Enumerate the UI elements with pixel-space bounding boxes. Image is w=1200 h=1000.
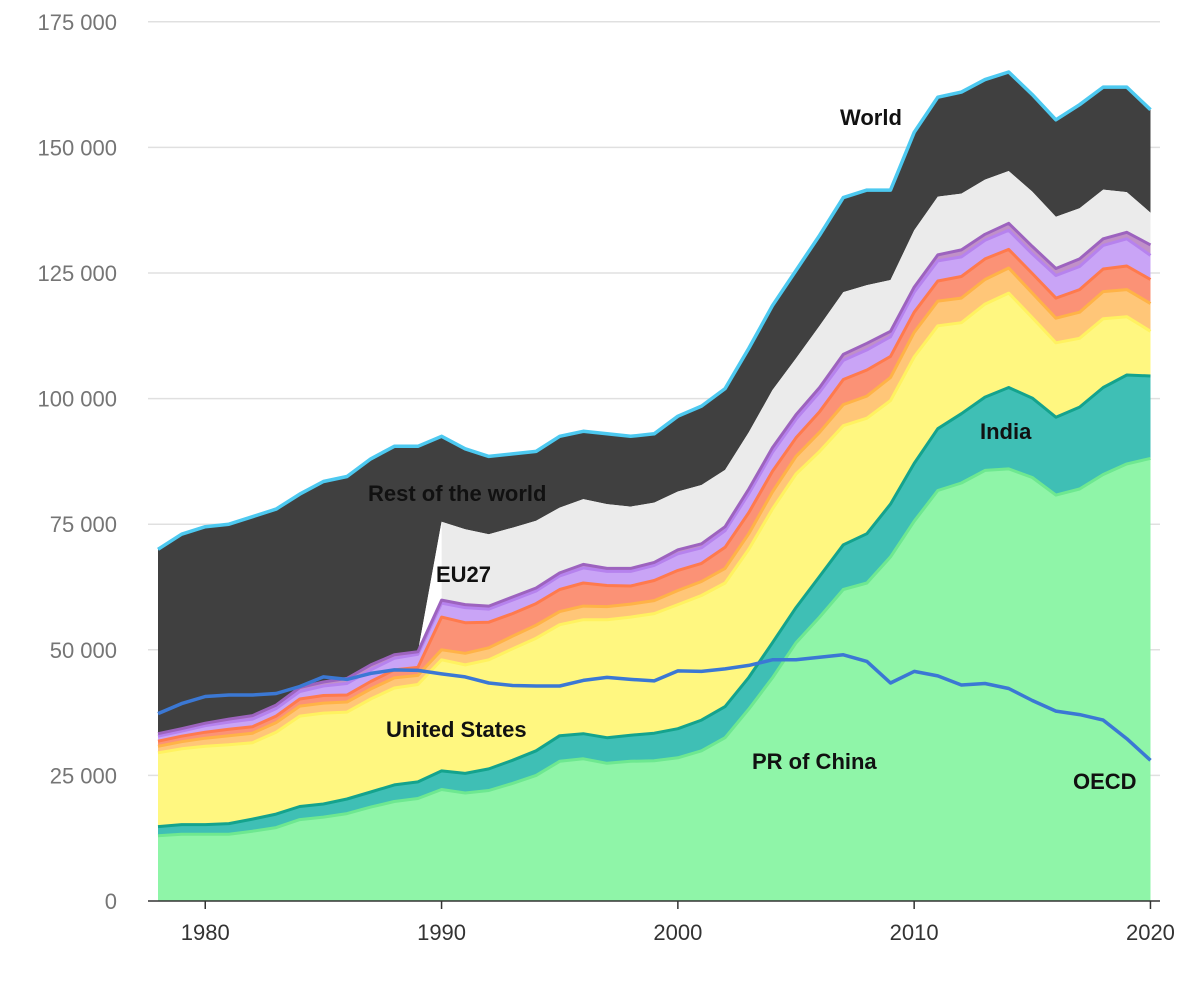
edge-series-5 — [157, 228, 1152, 738]
y-tick-label: 100 000 — [37, 387, 117, 412]
label-eu27: EU27 — [436, 562, 491, 587]
y-tick-label: 125 000 — [37, 261, 117, 286]
y-tick-label: 75 000 — [50, 512, 117, 537]
edge-pr-of-china — [157, 456, 1151, 838]
area-united-states — [158, 293, 1151, 827]
y-axis: 0 25 000 50 000 75 000 100 000 125 000 150 000… — [37, 10, 117, 914]
x-axis: 1980 1990 2000 2010 2020 — [148, 900, 1175, 945]
label-india: India — [980, 419, 1032, 444]
label-united-states: United States — [386, 717, 527, 742]
edge-series-6 — [157, 221, 1152, 736]
edge-series-4 — [157, 247, 1152, 743]
area-series-4 — [158, 249, 1151, 747]
x-tick-label: 1980 — [181, 920, 230, 945]
area-series — [158, 72, 1151, 901]
edge-india — [157, 373, 1151, 829]
line-oecd — [157, 653, 1152, 762]
series-edge-lines — [157, 70, 1152, 838]
y-tick-label: 50 000 — [50, 638, 117, 663]
y-tick-label: 175 000 — [37, 10, 117, 35]
area-world — [158, 72, 1151, 734]
area-india — [158, 375, 1151, 836]
label-rest-of-the-world: Rest of the world — [368, 481, 546, 506]
x-tick-label: 2010 — [890, 920, 939, 945]
y-tick-label: 25 000 — [50, 763, 117, 788]
edge-series-3 — [157, 266, 1152, 748]
x-tick-label: 2000 — [653, 920, 702, 945]
area-series-3 — [158, 268, 1151, 753]
edge-world — [157, 70, 1152, 551]
edge-united-states — [157, 291, 1152, 755]
label-pr-of-china: PR of China — [752, 749, 877, 774]
x-tick-label: 2020 — [1126, 920, 1175, 945]
series-annotations: World Rest of the world EU27 United Stat… — [368, 105, 1137, 794]
y-tick-label: 150 000 — [37, 135, 117, 160]
eu27-gap — [417, 521, 442, 652]
label-oecd: OECD — [1073, 769, 1137, 794]
y-tick-label: 0 — [105, 889, 117, 914]
area-series-5 — [158, 230, 1151, 742]
oecd-line-series — [157, 653, 1152, 762]
area-eu27 — [441, 171, 1151, 607]
label-world: World — [840, 105, 902, 130]
x-tick-label: 1990 — [417, 920, 466, 945]
area-pr-of-china — [158, 458, 1151, 901]
